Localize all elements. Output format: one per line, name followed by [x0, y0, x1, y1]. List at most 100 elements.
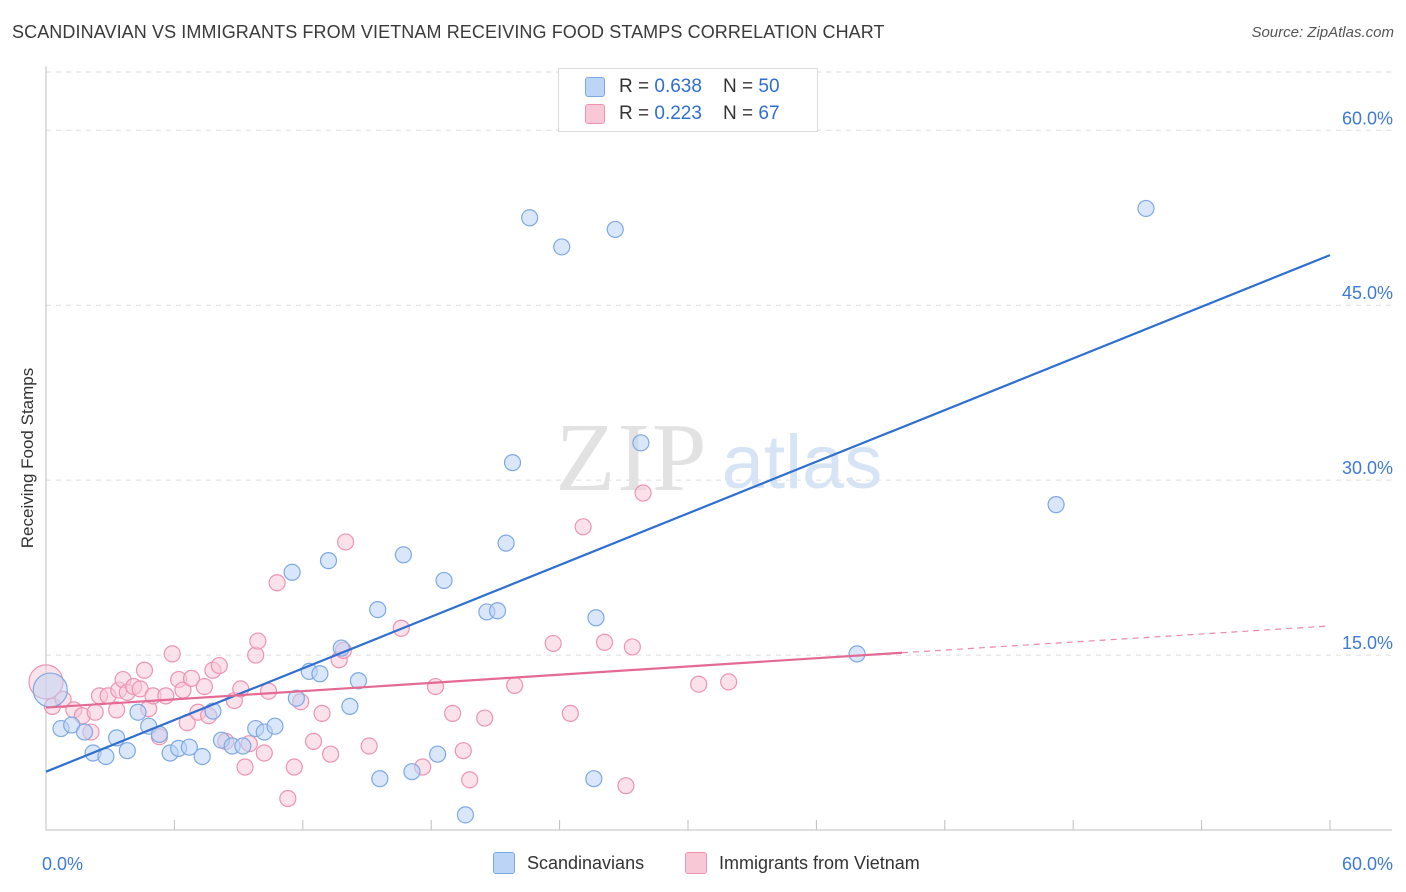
legend-label: Scandinavians [527, 852, 645, 873]
vietnam-point [157, 687, 175, 705]
source-credit: Source: ZipAtlas.com [1251, 24, 1394, 41]
vietnam-point [195, 677, 213, 696]
vietnam-point [544, 634, 562, 653]
vietnam-point [236, 758, 254, 776]
vietnam-point [86, 703, 104, 721]
scandinavian-point [1047, 496, 1065, 514]
vietnam-point [322, 745, 340, 763]
vietnam-point [574, 518, 592, 536]
vietnam-point [163, 645, 181, 663]
scandinavian-point [129, 703, 147, 721]
scandinavian-point [488, 602, 507, 620]
y-tick-label: 30.0% [1342, 458, 1393, 478]
scandinavian-point [429, 745, 447, 763]
vietnam-point [210, 656, 228, 675]
scandinavian-point [266, 717, 284, 735]
legend-n-label: N = [723, 76, 759, 97]
legend-swatch-blue [493, 852, 515, 874]
legend-r-value: 0.223 [654, 103, 702, 124]
vietnam-point [285, 758, 303, 776]
vietnam-point [617, 777, 635, 795]
vietnam-point [426, 677, 445, 696]
x-tick-label: 60.0% [1342, 854, 1393, 874]
scandinavian-point [369, 600, 387, 619]
scandinavian-point [283, 563, 301, 581]
vietnam-point [690, 675, 708, 693]
scandinavian-point [521, 209, 539, 227]
scandinavian-point [341, 697, 359, 715]
y-tick-label: 15.0% [1342, 633, 1393, 653]
scandinavian-point [349, 672, 368, 690]
vietnam-point [454, 742, 472, 760]
scandinavian-point [435, 571, 453, 590]
y-tick-label: 60.0% [1342, 108, 1393, 128]
vietnam-point [506, 676, 524, 694]
vietnam-point [337, 533, 355, 551]
trend-line-vietnam-extension [901, 625, 1331, 654]
legend-item-vietnam[interactable]: Immigrants from Vietnam [685, 852, 920, 874]
legend-r-value: 0.638 [654, 76, 702, 97]
scandinavian-point [503, 454, 522, 472]
vietnam-point [255, 744, 273, 762]
legend-r-label: R = [619, 103, 655, 124]
chart-title: SCANDINAVIAN VS IMMIGRANTS FROM VIETNAM … [12, 22, 885, 42]
scandinavian-point [497, 534, 515, 552]
vietnam-point [461, 771, 479, 789]
vietnam-point [313, 704, 331, 722]
scandinavian-point [632, 434, 650, 452]
scandinavian-point [234, 737, 252, 755]
scandinavian-point [319, 552, 338, 570]
legend-n-value: 50 [758, 76, 780, 97]
vietnam-point [247, 646, 265, 664]
scandinavian-point [75, 723, 94, 741]
legend-swatch-blue [585, 77, 605, 97]
legend-r-label: R = [619, 76, 655, 97]
vietnam-point [595, 633, 614, 651]
vietnam-point [304, 732, 323, 750]
vietnam-point [279, 789, 297, 808]
vietnam-point [634, 484, 652, 502]
x-tick-label: 0.0% [42, 854, 83, 874]
scandinavian-point [32, 672, 68, 708]
trend-lines [45, 254, 1331, 773]
axes [45, 66, 1392, 831]
vietnam-point [182, 669, 201, 688]
vietnam-point [561, 704, 579, 722]
scandinavian-point [193, 747, 211, 766]
legend-n-label: N = [723, 103, 759, 124]
scandinavian-point [585, 770, 603, 788]
y-tick-label: 45.0% [1342, 283, 1393, 303]
scandinavian-point [1137, 199, 1155, 218]
legend-stats: R = 0.638 N = 50 R = 0.223 N = 67 [558, 68, 818, 132]
watermark: ZIP atlas [556, 404, 883, 512]
tick-labels: 15.0% 30.0% 45.0% 60.0% 0.0% 60.0% [42, 108, 1393, 874]
vietnam-point [360, 737, 378, 755]
scandinavian-point [456, 806, 475, 824]
vietnam-point [444, 704, 462, 722]
legend-n-value: 67 [758, 103, 780, 124]
scandinavian-point [394, 546, 412, 564]
scandinavian-point [371, 770, 389, 788]
vietnam-point [108, 701, 126, 719]
scandinavian-point [606, 220, 624, 239]
trend-line-vietnam [45, 651, 903, 709]
legend-item-scandinavians[interactable]: Scandinavians [493, 852, 644, 874]
vietnam-point [720, 673, 738, 691]
scandinavian-point [848, 645, 866, 663]
vietnam-point [249, 632, 267, 650]
vietnam-point [476, 709, 494, 727]
scandinavian-point [118, 742, 136, 760]
legend-label: Immigrants from Vietnam [719, 852, 920, 873]
vietnam-point [268, 574, 286, 592]
trend-line-scandinavians [45, 254, 1331, 773]
scandinavian-point [287, 689, 305, 707]
legend-swatch-pink [585, 104, 605, 124]
scandinavian-point [553, 238, 571, 256]
vietnam-point [623, 638, 641, 656]
scandinavian-point [311, 665, 329, 683]
watermark-zip: ZIP [556, 404, 709, 512]
legend-swatch-pink [685, 852, 707, 874]
series-vietnam-points [28, 484, 738, 808]
vietnam-point [259, 682, 278, 700]
